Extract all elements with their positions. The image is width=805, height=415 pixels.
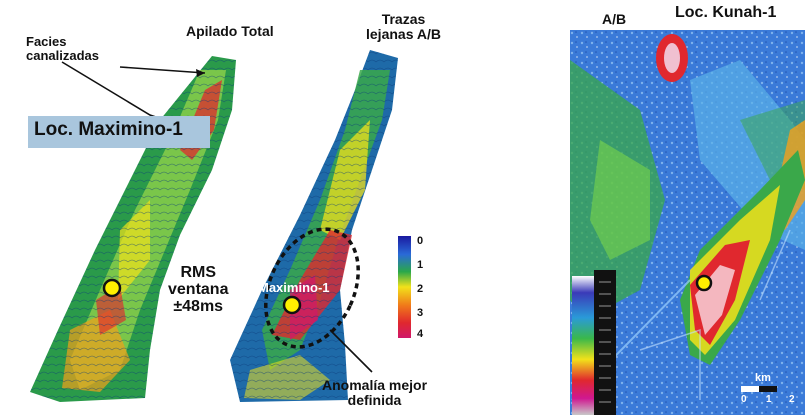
km-tick-2: 2 bbox=[789, 394, 795, 405]
rms-line3: ±48ms bbox=[173, 297, 224, 315]
km-scale-bar bbox=[741, 386, 759, 392]
anomalia-label: Anomalía mejor definida bbox=[322, 378, 427, 407]
facies-label: Facies canalizadas bbox=[26, 35, 99, 62]
scale-tick-4: 4 bbox=[417, 328, 424, 340]
anomalia-line1: Anomalía mejor bbox=[322, 377, 428, 393]
apilado-total-label: Apilado Total bbox=[186, 23, 274, 39]
rms-line1: RMS bbox=[180, 264, 217, 281]
trazas-lejanas-map bbox=[230, 50, 398, 402]
km-tick-1: 1 bbox=[766, 394, 772, 405]
kunah-color-bar bbox=[572, 270, 616, 415]
loc-maximino-highlight bbox=[28, 116, 210, 148]
rms-color-scale bbox=[398, 236, 411, 338]
trazas-line2: lejanas A/B bbox=[366, 25, 441, 42]
anomalia-line2: definida bbox=[347, 391, 402, 408]
maximino-well-marker-right bbox=[282, 295, 302, 315]
rms-label: RMS ventana ±48ms bbox=[168, 264, 229, 315]
scale-tick-3: 3 bbox=[417, 307, 424, 319]
kunah-label: Loc. Kunah-1 bbox=[675, 4, 777, 21]
apilado-total-map bbox=[30, 56, 236, 402]
ab-label: A/B bbox=[602, 11, 627, 27]
facies-line2: canalizadas bbox=[26, 47, 99, 63]
loc-maximino-label: Loc. Maximino-1 bbox=[34, 119, 183, 140]
trazas-label: Trazas lejanas A/B bbox=[366, 12, 441, 41]
kunah-map bbox=[570, 30, 805, 415]
scale-tick-1: 1 bbox=[417, 259, 424, 271]
scale-tick-0: 0 bbox=[417, 235, 424, 247]
scale-tick-2: 2 bbox=[417, 283, 424, 295]
trazas-line1: Trazas bbox=[381, 11, 426, 27]
rms-line2: ventana bbox=[168, 280, 229, 298]
facies-line1: Facies bbox=[26, 34, 67, 49]
maximino-well-label: Maximino-1 bbox=[258, 280, 330, 295]
anomaly-outline bbox=[264, 227, 360, 349]
km-tick-0: 0 bbox=[741, 394, 747, 405]
maximino-well-marker-left bbox=[102, 278, 122, 298]
km-label: km bbox=[755, 372, 771, 384]
kunah-well-marker bbox=[695, 274, 713, 292]
